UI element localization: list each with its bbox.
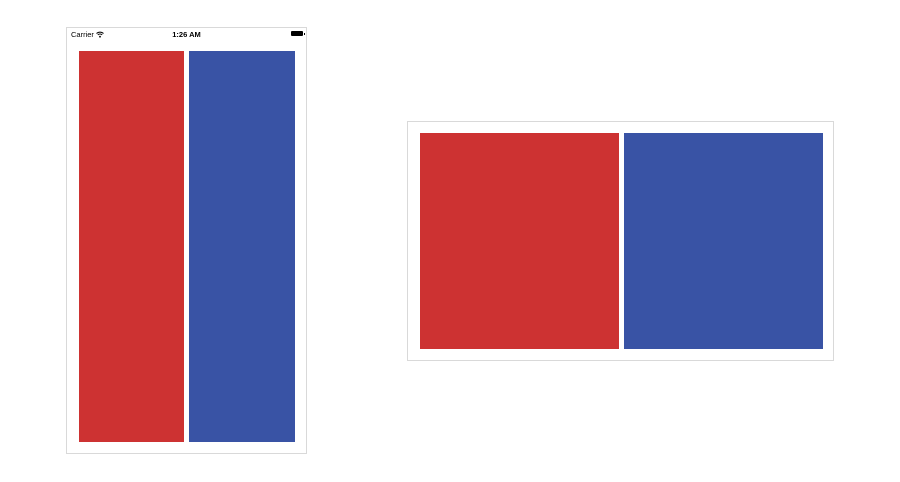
carrier-indicator: Carrier [71, 30, 104, 39]
status-time: 1:26 AM [172, 30, 201, 39]
blue-view [624, 133, 823, 349]
portrait-device-screen: Carrier 1:26 AM [66, 27, 307, 454]
battery-icon [291, 31, 305, 36]
carrier-label: Carrier [71, 30, 94, 39]
status-bar: Carrier 1:26 AM [67, 28, 306, 42]
wifi-icon [96, 31, 104, 38]
red-view [79, 51, 184, 442]
blue-view [189, 51, 295, 442]
red-view [420, 133, 619, 349]
landscape-device-screen [407, 121, 834, 361]
